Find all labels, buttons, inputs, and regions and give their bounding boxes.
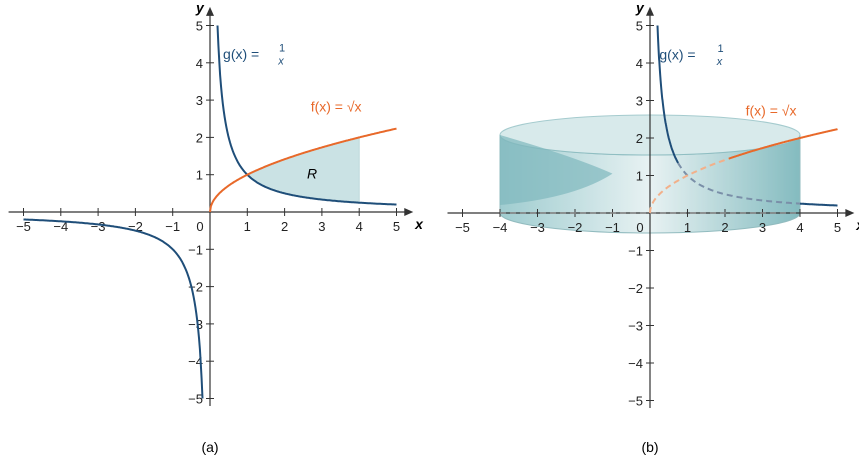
f-curve — [209, 127, 397, 213]
f-curve — [728, 128, 838, 160]
y-axis-arrow — [206, 6, 214, 16]
x-tick-label: 1 — [684, 220, 691, 235]
panel-label-a: (a) — [201, 439, 218, 455]
y-tick-label: 4 — [196, 56, 203, 71]
y-tick-label: −4 — [188, 354, 203, 369]
y-tick-label: −1 — [628, 244, 643, 259]
y-tick-label: −3 — [628, 319, 643, 334]
g-curve-outside — [799, 202, 838, 207]
g-label-den: x — [716, 56, 723, 68]
f-label: f(x) = √x — [311, 98, 362, 114]
x-tick-label: −5 — [455, 220, 470, 235]
y-axis-label: y — [635, 0, 645, 15]
y-tick-label: 4 — [636, 56, 643, 71]
x-tick-label: 5 — [393, 219, 400, 234]
y-tick-label: −1 — [188, 242, 203, 257]
y-tick-label: 3 — [636, 94, 643, 109]
y-tick-label: −2 — [628, 281, 643, 296]
origin-label: 0 — [636, 220, 643, 235]
y-tick-label: 5 — [636, 19, 643, 34]
x-tick-label: 3 — [318, 219, 325, 234]
y-tick-label: 1 — [636, 169, 643, 184]
region-r — [246, 136, 360, 204]
origin-label: 0 — [196, 219, 203, 234]
f-label: f(x) = √x — [746, 103, 797, 119]
x-tick-label: 5 — [834, 220, 841, 235]
x-tick-label: 2 — [721, 220, 728, 235]
x-axis-arrow — [845, 209, 855, 217]
y-tick-label: 2 — [636, 131, 643, 146]
x-tick-label: −5 — [16, 219, 31, 234]
g-curve — [656, 25, 679, 164]
x-tick-label: 1 — [244, 219, 251, 234]
x-tick-label: −1 — [165, 219, 180, 234]
x-tick-label: −2 — [568, 220, 583, 235]
y-axis-label: y — [195, 0, 205, 15]
y-tick-label: −5 — [188, 392, 203, 407]
x-tick-label: 3 — [759, 220, 766, 235]
solid-cutout — [500, 135, 613, 205]
x-tick-label: −4 — [493, 220, 508, 235]
y-tick-label: −4 — [628, 356, 643, 371]
y-tick-label: 1 — [196, 168, 203, 183]
y-tick-label: −5 — [628, 394, 643, 409]
g-label-num: 1 — [279, 43, 285, 55]
g-label: g(x) = — [659, 46, 695, 62]
y-axis-arrow — [646, 6, 654, 16]
g-label-den: x — [277, 56, 284, 68]
x-tick-label: −4 — [53, 219, 68, 234]
x-tick-label: −3 — [91, 219, 106, 234]
x-axis-arrow — [404, 208, 414, 216]
panel-b: x y −5 −4 −3 −2 −1 1 2 3 4 5 −5 −4 −3 −2 −1 1 2 3 4 5 0 g(x) = 1… — [447, 0, 859, 409]
x-axis-label: x — [855, 217, 859, 233]
y-tick-label: 2 — [196, 130, 203, 145]
y-tick-label: 3 — [196, 93, 203, 108]
g-label-num: 1 — [718, 43, 724, 55]
g-curve-left — [23, 218, 204, 399]
x-tick-label: −3 — [530, 220, 545, 235]
x-tick-label: −1 — [605, 220, 620, 235]
x-tick-label: 2 — [281, 219, 288, 234]
y-tick-label: 5 — [196, 19, 203, 34]
region-label: R — [307, 165, 317, 181]
g-curve-hidden — [677, 162, 800, 205]
g-label: g(x) = — [223, 46, 259, 62]
y-tick-label: −3 — [188, 317, 203, 332]
x-tick-label: 4 — [356, 219, 363, 234]
panel-label-b: (b) — [641, 439, 658, 455]
x-axis-label: x — [414, 216, 424, 232]
x-tick-label: 4 — [796, 220, 803, 235]
